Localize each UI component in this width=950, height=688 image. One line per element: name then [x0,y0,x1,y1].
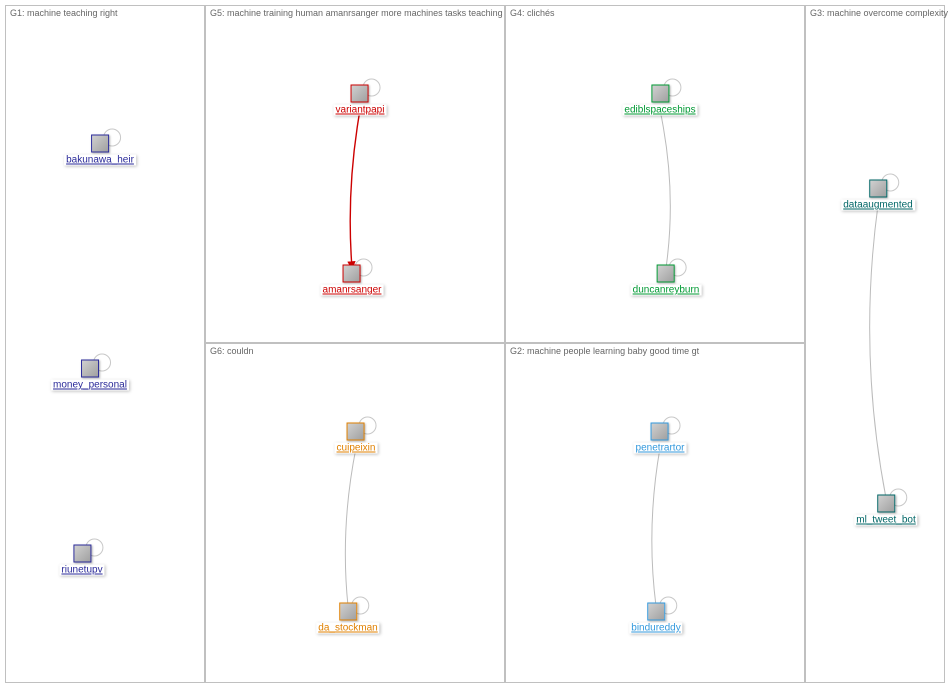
node-icon-wrap [73,545,91,565]
avatar-icon [91,135,109,153]
node-label[interactable]: duncanreyburn [631,285,702,296]
node-icon-wrap [651,85,669,105]
avatar-icon [347,423,365,441]
node-dataaugmented[interactable]: dataaugmented [841,180,915,211]
avatar-icon [651,85,669,103]
node-label[interactable]: riunetupv [59,565,104,576]
node-da_stockman[interactable]: da_stockman [316,603,379,634]
panel-label-g6: G6: couldn [210,346,254,356]
panel-label-g2: G2: machine people learning baby good ti… [510,346,699,356]
node-icon-wrap [651,423,669,443]
node-label[interactable]: da_stockman [316,623,379,634]
panel-g1: G1: machine teaching right [5,5,205,683]
panel-label-g5: G5: machine training human amanrsanger m… [210,8,528,18]
node-label[interactable]: bakunawa_heir [64,155,136,166]
node-icon-wrap [343,265,361,285]
node-label[interactable]: penetrartor [634,443,687,454]
node-variantpapi[interactable]: variantpapi [334,85,387,116]
node-label[interactable]: ml_tweet_bot [854,515,917,526]
node-icon-wrap [91,135,109,155]
node-icon-wrap [877,495,895,515]
node-icon-wrap [81,360,99,380]
node-bakunawa_heir[interactable]: bakunawa_heir [64,135,136,166]
avatar-icon [339,603,357,621]
node-label[interactable]: bindureddy [629,623,682,634]
node-label[interactable]: variantpapi [334,105,387,116]
panel-g3: G3: machine overcome complexity learning… [805,5,945,683]
avatar-icon [657,265,675,283]
panel-label-g1: G1: machine teaching right [10,8,118,18]
avatar-icon [869,180,887,198]
avatar-icon [651,423,669,441]
panel-label-g3: G3: machine overcome complexity learning… [810,8,950,18]
node-icon-wrap [347,423,365,443]
node-duncanreyburn[interactable]: duncanreyburn [631,265,702,296]
node-riunetupv[interactable]: riunetupv [59,545,104,576]
avatar-icon [877,495,895,513]
avatar-icon [343,265,361,283]
avatar-icon [647,603,665,621]
node-icon-wrap [647,603,665,623]
node-cuipeixin[interactable]: cuipeixin [335,423,378,454]
node-label[interactable]: money_personal [51,380,129,391]
node-icon-wrap [657,265,675,285]
node-icon-wrap [339,603,357,623]
avatar-icon [351,85,369,103]
avatar-icon [73,545,91,563]
node-ml_tweet_bot[interactable]: ml_tweet_bot [854,495,917,526]
node-money_personal[interactable]: money_personal [51,360,129,391]
node-icon-wrap [869,180,887,200]
node-ediblspaceships[interactable]: ediblspaceships [622,85,697,116]
node-label[interactable]: cuipeixin [335,443,378,454]
panel-label-g4: G4: clichés [510,8,555,18]
node-amanrsanger[interactable]: amanrsanger [321,265,384,296]
node-label[interactable]: amanrsanger [321,285,384,296]
node-label[interactable]: dataaugmented [841,200,915,211]
node-icon-wrap [351,85,369,105]
node-bindureddy[interactable]: bindureddy [629,603,682,634]
avatar-icon [81,360,99,378]
node-penetrartor[interactable]: penetrartor [634,423,687,454]
node-label[interactable]: ediblspaceships [622,105,697,116]
